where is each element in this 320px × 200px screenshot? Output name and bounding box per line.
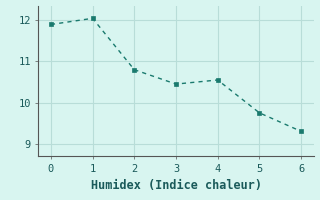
X-axis label: Humidex (Indice chaleur): Humidex (Indice chaleur) (91, 179, 261, 192)
